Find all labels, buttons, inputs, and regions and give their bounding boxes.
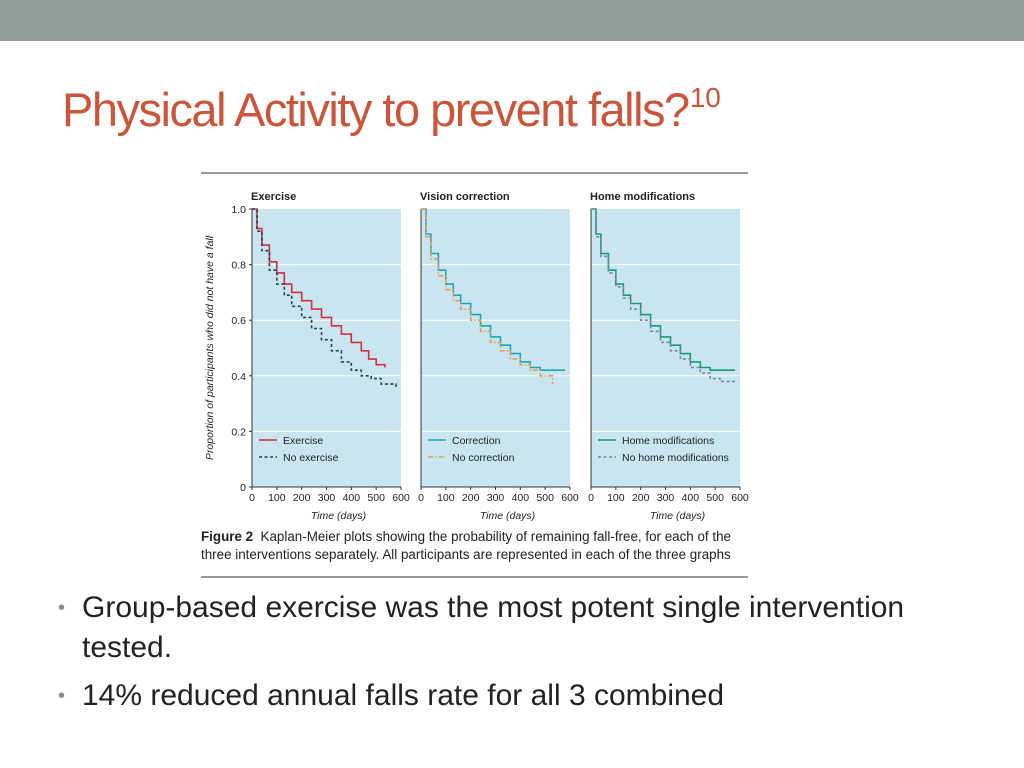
x-tick-label: 100: [437, 492, 455, 504]
caption-text-2: three interventions separately. All part…: [201, 547, 731, 562]
panel-title: Vision correction: [420, 191, 510, 203]
x-tick-label: 600: [731, 492, 749, 504]
legend-label: Home modifications: [622, 435, 714, 447]
x-tick-label: 300: [487, 492, 505, 504]
x-axis-label: Time (days): [480, 510, 535, 521]
series-line: [591, 208, 735, 383]
legend-label: No home modifications: [622, 452, 729, 464]
slide-title: Physical Activity to prevent falls?10: [62, 82, 721, 137]
bullet-text: Group-based exercise was the most potent…: [82, 591, 905, 664]
x-tick-label: 0: [418, 492, 424, 504]
caption-label: Figure 2: [201, 529, 254, 544]
x-tick-label: 0: [588, 492, 594, 504]
series-line: [252, 208, 397, 387]
series-line: [591, 208, 735, 371]
figure-top-rule: [201, 172, 748, 174]
bullet-dot: •: [58, 685, 66, 707]
x-axis-label: Time (days): [650, 510, 705, 521]
figure-caption: Figure 2 Kaplan-Meier plots showing the …: [201, 528, 761, 564]
x-tick-label: 500: [367, 492, 385, 504]
y-tick-label: 0.4: [231, 371, 246, 383]
bullet-list: • Group-based exercise was the most poten…: [58, 588, 958, 724]
x-tick-label: 400: [682, 492, 700, 504]
x-axis-label: Time (days): [311, 510, 366, 521]
x-tick-label: 0: [249, 492, 255, 504]
y-tick-label: 0.2: [231, 426, 246, 438]
x-tick-label: 600: [392, 492, 410, 504]
bullet-text: 14% reduced annual falls rate for all 3 …: [82, 679, 725, 712]
bullet-item: • 14% reduced annual falls rate for all 3…: [58, 676, 958, 716]
y-tick-label: 0.8: [231, 260, 246, 272]
panel-title: Exercise: [251, 191, 296, 203]
x-tick-label: 200: [293, 492, 311, 504]
panel-title: Home modifications: [590, 191, 695, 203]
plot-background: [252, 209, 401, 487]
caption-line-1: Figure 2 Kaplan-Meier plots showing the …: [201, 528, 761, 546]
x-tick-label: 400: [343, 492, 361, 504]
y-tick-label: 0.6: [231, 315, 246, 327]
y-tick-label: 0: [240, 482, 246, 494]
x-tick-label: 400: [512, 492, 530, 504]
x-tick-label: 600: [561, 492, 579, 504]
x-tick-label: 500: [706, 492, 724, 504]
x-tick-label: 100: [268, 492, 286, 504]
slide-title-text: Physical Activity to prevent falls?: [62, 83, 690, 136]
legend-label: Correction: [452, 435, 501, 447]
x-tick-label: 200: [462, 492, 480, 504]
x-tick-label: 300: [657, 492, 675, 504]
y-axis-label: Proportion of participants who did not h…: [204, 235, 216, 460]
x-tick-label: 200: [632, 492, 650, 504]
caption-text-1: Kaplan-Meier plots showing the probabili…: [260, 529, 731, 544]
top-banner: [0, 0, 1024, 41]
figure-bottom-rule: [201, 576, 748, 578]
x-tick-label: 300: [318, 492, 336, 504]
x-tick-label: 500: [536, 492, 554, 504]
y-tick-label: 1.0: [231, 204, 246, 216]
bullet-dot: •: [58, 597, 66, 619]
legend-label: No correction: [452, 452, 515, 464]
legend-label: Exercise: [283, 435, 323, 447]
series-line: [421, 208, 565, 371]
title-superscript: 10: [689, 82, 721, 114]
x-tick-label: 100: [607, 492, 625, 504]
legend-label: No exercise: [283, 452, 339, 464]
bullet-item: • Group-based exercise was the most poten…: [58, 588, 958, 668]
series-line: [252, 208, 386, 368]
series-line: [421, 208, 554, 385]
